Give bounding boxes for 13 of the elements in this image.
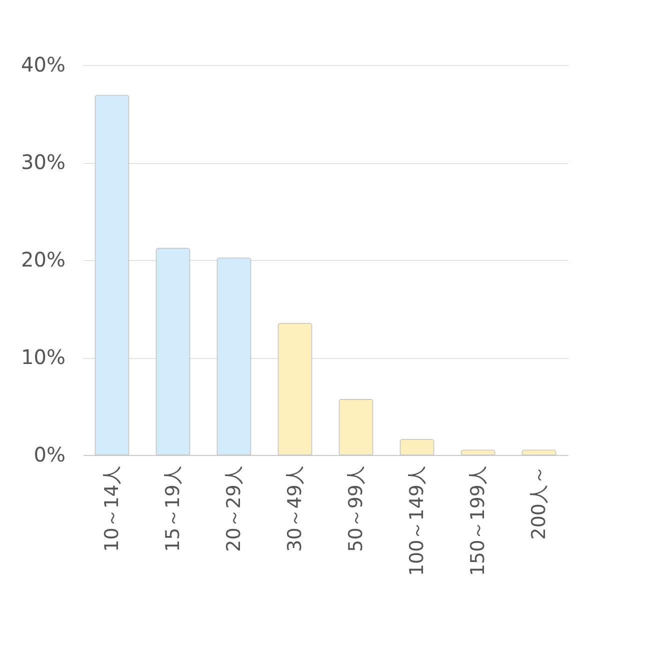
x-tick-label: 150～199人 [467, 466, 490, 576]
x-tick-label: 200人～ [528, 466, 550, 540]
y-tick-label: 10% [21, 345, 66, 369]
y-tick-label: 30% [21, 150, 66, 174]
y-tick-label: 40% [21, 52, 66, 76]
x-tick-label: 100～149人 [406, 466, 428, 576]
y-tick-label: 20% [21, 248, 66, 272]
x-tick-label: 30～49人 [284, 466, 306, 552]
x-tick-label: 20～29人 [222, 466, 245, 552]
y-tick-label: 0% [34, 442, 66, 466]
x-tick-label: 50～99人 [345, 466, 368, 552]
x-tick-label: 15～19人 [162, 466, 184, 552]
x-tick-label: 10～14人 [100, 466, 123, 552]
